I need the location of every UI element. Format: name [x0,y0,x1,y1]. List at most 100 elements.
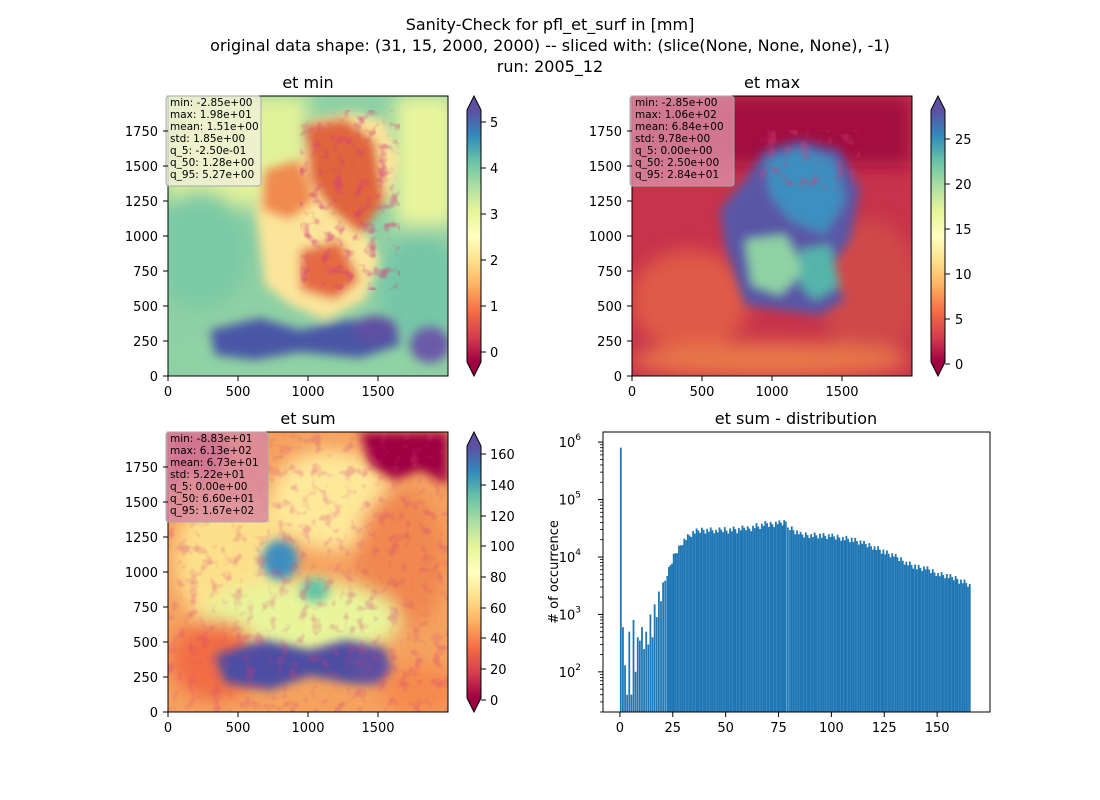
histogram-bar [923,566,925,712]
histogram-bar [914,564,917,712]
histogram-bar [866,547,869,712]
histogram-bar [732,526,735,712]
histogram-bar [718,527,721,712]
y-tick-label: 750 [133,601,158,616]
y-axis: 0 250 500 750 1000 1250 1500 1750 [125,125,168,385]
histogram-bar [722,532,724,712]
colorbar-tick-label: 2 [490,254,498,269]
x-tick-label: 0 [164,721,172,736]
histogram-bar [963,579,966,712]
histogram-bar [928,569,931,712]
histogram-bar [912,568,915,712]
y-tick-label: 1500 [125,496,158,511]
figure-title-line-3: run: 2005_12 [497,57,603,77]
x-tick-label: 500 [226,385,251,400]
y-axis-label: # of occurrence [547,520,562,624]
heatmap-image [168,96,448,376]
histogram-bar [636,637,639,712]
histogram-bar [896,557,899,712]
stats-line: std: 1.85e+00 [170,133,245,145]
histogram-bar [762,526,765,712]
stats-box: min: -8.83e+01 max: 6.13e+02 mean: 6.73e… [165,431,269,523]
stats-line: q_5: 0.00e+00 [170,481,247,493]
histogram-bar [838,537,841,712]
y-tick-label: 1500 [125,160,158,175]
stats-line: min: -2.85e+00 [635,97,717,109]
histogram-bar [841,537,844,712]
histogram-bar [940,572,943,712]
histogram-bar [660,601,662,712]
histogram-bar [877,546,880,712]
histogram-bar [739,530,742,712]
histogram-bar [784,521,787,712]
histogram-bar [820,537,823,712]
colorbar-tick-label: 40 [490,632,507,647]
figure-title-line-1: Sanity-Check for pfl_et_surf in [mm] [406,15,695,35]
histogram-bar [836,534,839,712]
histogram-bar [926,566,929,712]
histogram-bar [649,614,652,712]
histogram-bar [919,567,922,712]
x-tick-label: 1500 [361,385,394,400]
histogram-bar [944,578,946,712]
stats-line: q_5: -2.50e-01 [170,145,246,157]
y-axis: 0 250 500 750 1000 1250 1500 1750 [125,461,168,721]
histogram-bar [780,522,782,712]
histogram-bar [965,582,968,712]
histogram-bar [702,529,705,712]
histogram-bar [954,576,957,712]
histogram-bar [817,538,820,712]
histogram-bar [748,528,751,712]
histogram-bar [730,531,733,712]
colorbar: 0 1 2 3 4 5 [466,94,498,378]
panel-et-sum: et sum min: -8.83 [125,409,515,736]
histogram-bar [678,545,680,712]
histogram-bar [917,564,920,712]
histogram-bar [829,537,832,712]
histogram-bar [915,569,918,712]
histogram-bar [743,527,746,712]
colorbar: 0 20 40 60 80 100 120 140 160 [466,430,515,714]
histogram-bar [759,529,761,712]
histogram-bar [931,569,934,712]
histogram-bar [806,535,809,712]
histogram-bar [854,537,857,712]
histogram-bar [674,553,677,712]
histogram-bar [764,521,767,712]
y-tick-label: 105 [559,491,581,509]
y-axis: 102 103 104 105 106 [559,433,603,713]
y-tick-label: 500 [133,636,158,651]
y-tick-label: 750 [597,265,622,280]
histogram-bar [737,527,740,712]
x-tick-label: 1000 [291,385,324,400]
histogram-bar [693,533,696,712]
stats-line: q_50: 2.50e+00 [635,157,719,169]
colorbar-tick-label: 4 [490,162,498,177]
histogram-bar [709,527,712,712]
x-tick-label: 100 [819,721,844,736]
stats-line: q_50: 1.28e+00 [170,157,254,169]
histogram-bar [856,541,858,712]
histogram-bar [908,561,911,712]
colorbar-tick-label: 5 [955,313,963,328]
histogram-bar [690,537,693,712]
histogram-bar [786,527,789,712]
stats-line: q_95: 2.84e+01 [635,169,719,181]
histogram-bar [781,525,784,712]
histogram-bar [967,586,969,712]
colorbar-tick-label: 160 [490,448,515,463]
colorbar-tick-label: 100 [490,540,515,555]
heatmap-image [632,96,912,376]
histogram-bar [666,575,669,712]
stats-line: q_95: 5.27e+00 [170,169,254,181]
panel-title: et max [744,73,800,92]
histogram-bar [757,526,760,712]
histogram-bar [891,553,894,712]
histogram-bar [668,566,670,712]
histogram-bar [752,525,754,712]
colorbar-tick-label: 80 [490,571,507,586]
colorbar-tick-label: 60 [490,602,507,617]
histogram-bar [711,530,714,712]
histogram-bar [704,533,707,712]
